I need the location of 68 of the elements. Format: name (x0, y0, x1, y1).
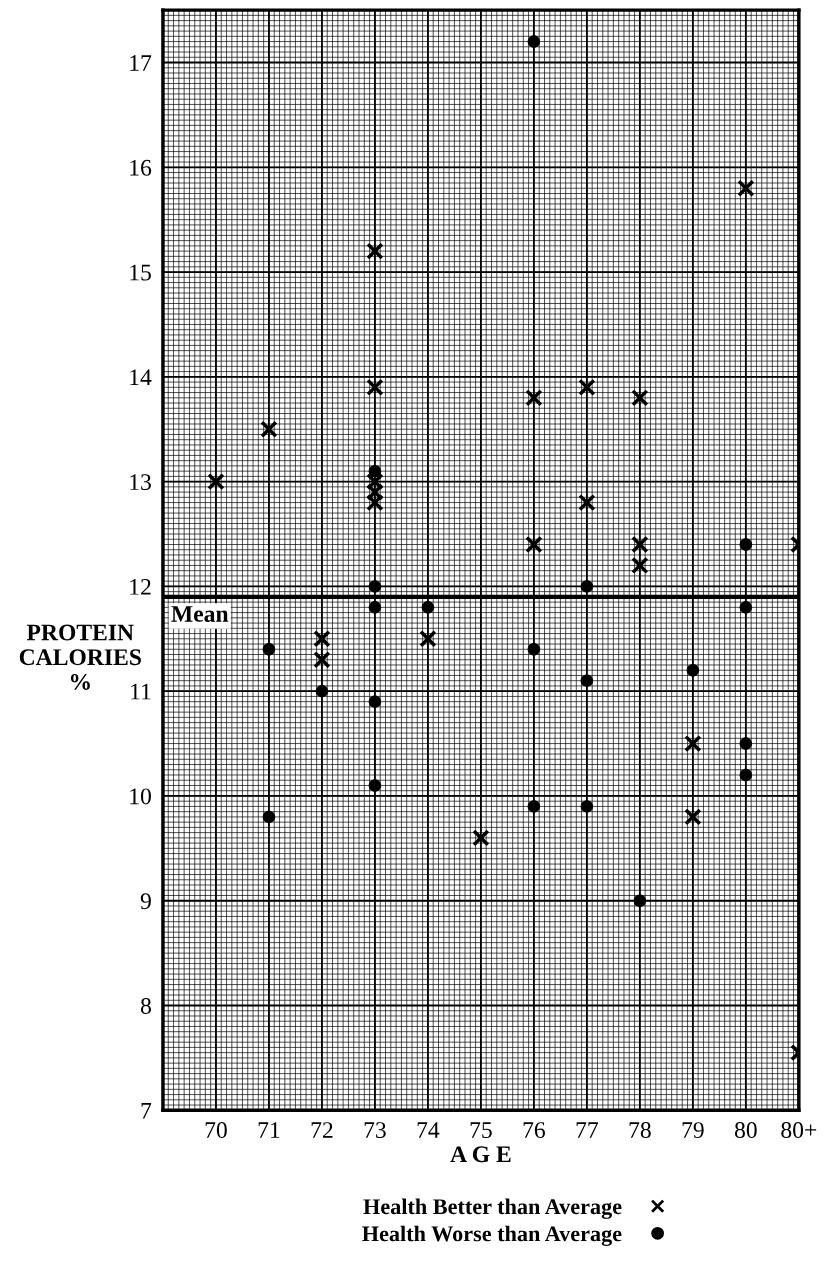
y-tick-label: 10 (130, 788, 151, 805)
y-tick-label: 13 (130, 474, 151, 491)
y-tick-label: 16 (130, 159, 152, 176)
point (525, 535, 543, 554)
y-tick-label: 15 (130, 264, 151, 281)
x-tick-label: 73 (364, 1122, 386, 1139)
point (313, 651, 331, 669)
x-tick-label: 72 (311, 1122, 333, 1138)
point (262, 643, 276, 656)
point (421, 601, 435, 614)
point (368, 779, 382, 792)
point (739, 538, 753, 551)
y-tick-label: 17 (130, 55, 152, 71)
point (419, 630, 437, 648)
point (633, 894, 647, 907)
point (739, 737, 753, 750)
point (315, 684, 329, 698)
point (368, 601, 382, 614)
point (262, 810, 276, 824)
y-tick-label: 7 (141, 1103, 152, 1119)
y-tick-label: 9 (140, 893, 151, 910)
x-tick-label: 80 (734, 1122, 757, 1139)
point (580, 674, 594, 687)
x-tick-label: 75 (470, 1122, 492, 1139)
x-tick-label: 77 (576, 1122, 599, 1138)
point (366, 378, 384, 397)
ref-line-label: Mean (171, 606, 229, 622)
point (578, 378, 596, 397)
x-axis-title: A G E (450, 1146, 511, 1163)
x-tick-label: 71 (258, 1122, 280, 1138)
x-tick-label: 74 (417, 1122, 440, 1138)
point (580, 800, 594, 813)
point (366, 493, 384, 512)
point (684, 808, 702, 826)
point (313, 630, 331, 648)
point (368, 464, 382, 478)
point (260, 420, 278, 438)
x-tick-label: 70 (205, 1122, 227, 1139)
x-tick-label: 79 (682, 1122, 704, 1139)
point (472, 829, 490, 847)
point (631, 535, 649, 554)
point (631, 556, 649, 575)
point (580, 580, 594, 593)
point (527, 800, 541, 813)
point (739, 601, 753, 614)
point (366, 483, 384, 501)
point (366, 242, 384, 260)
point (737, 179, 755, 197)
point (366, 472, 384, 491)
point (527, 643, 541, 656)
x-tick-label: 78 (629, 1122, 651, 1139)
point (631, 389, 649, 407)
point (684, 734, 702, 753)
point (368, 580, 382, 593)
point (578, 493, 596, 512)
y-tick-label: 14 (130, 369, 152, 386)
point (207, 472, 225, 491)
point (686, 663, 700, 677)
x-tick-label: 76 (523, 1122, 545, 1139)
y-tick-label: 8 (140, 998, 151, 1014)
point (525, 389, 543, 407)
y-tick-label: 12 (130, 578, 151, 595)
legend-label: Health Better than Average (363, 1198, 622, 1219)
legend-label: Health Worse than Average (362, 1225, 622, 1246)
point (739, 768, 753, 782)
x-tick-label: 80+ (781, 1122, 817, 1139)
point (368, 695, 382, 708)
point (527, 35, 541, 48)
